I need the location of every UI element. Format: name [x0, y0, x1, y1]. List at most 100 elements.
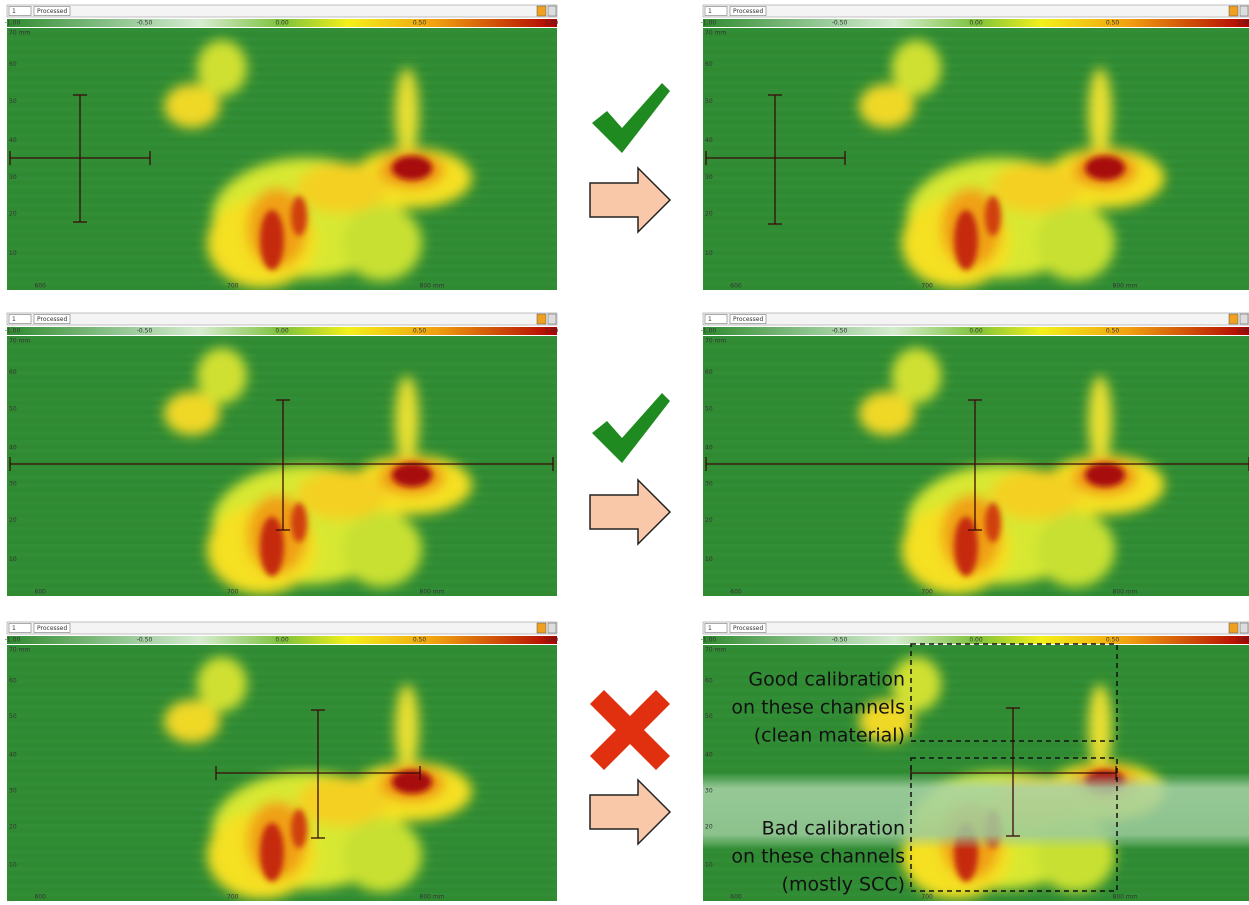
channel-select[interactable] — [704, 6, 728, 16]
stripe — [7, 62, 557, 68]
stripe — [703, 457, 1249, 462]
stripe — [703, 747, 1249, 752]
stripe — [7, 106, 557, 111]
y-tick-label: 20 — [9, 517, 17, 524]
stripe — [7, 687, 557, 692]
stripe — [703, 362, 1249, 367]
stripe — [703, 45, 1249, 50]
channel-select[interactable] — [704, 623, 728, 633]
y-tick-label: 40 — [9, 137, 17, 144]
colorbar-label: 0.00 — [969, 20, 983, 27]
stripe — [703, 730, 1249, 735]
colorbar-label: -1.00 — [5, 20, 21, 27]
mode-select[interactable] — [729, 623, 767, 633]
stripe — [7, 747, 557, 752]
stripe — [703, 679, 1249, 684]
arrow — [589, 779, 671, 845]
y-tick-label: 20 — [705, 517, 713, 524]
mode-select[interactable] — [729, 6, 767, 16]
channel-select[interactable] — [704, 314, 728, 324]
x-tick-label: 800 mm — [1113, 589, 1138, 596]
stripe — [7, 36, 557, 42]
palette-button[interactable] — [536, 313, 547, 325]
pin-button[interactable] — [547, 313, 557, 325]
stripe — [7, 97, 557, 103]
y-tick-label: 50 — [9, 713, 17, 720]
stripe — [7, 431, 557, 436]
stripe — [703, 336, 1249, 341]
pin-button[interactable] — [1239, 5, 1249, 17]
stripe — [703, 422, 1249, 427]
x-tick-label: 800 mm — [1113, 283, 1138, 290]
y-tick-label: 50 — [9, 405, 17, 412]
stripe — [703, 414, 1249, 419]
stripe — [7, 115, 557, 120]
stripe — [703, 653, 1249, 658]
stripe — [7, 71, 557, 77]
y-tick-label: 70 mm — [705, 647, 726, 654]
x-tick-label: 700 — [921, 894, 933, 901]
colorbar-label: -1.00 — [5, 637, 21, 644]
x-tick-label: 600 — [35, 283, 47, 290]
colorbar-label: 0.00 — [969, 637, 983, 644]
x-tick-label: 600 — [730, 894, 742, 901]
stripe — [703, 704, 1249, 709]
annotation: (clean material) — [754, 725, 905, 747]
pin-button[interactable] — [547, 5, 557, 17]
stripe — [703, 440, 1249, 445]
annotation: Good calibration — [748, 669, 905, 691]
stripe — [703, 405, 1249, 410]
stripe — [7, 645, 557, 650]
y-tick-label: 70 mm — [9, 30, 30, 37]
colorbar-label: -0.50 — [137, 20, 153, 27]
colorbar-label: 0.50 — [413, 328, 427, 335]
y-tick-label: 40 — [9, 752, 17, 759]
y-tick-label: 30 — [9, 174, 17, 181]
mode-select[interactable] — [729, 314, 767, 324]
stripe — [7, 405, 557, 410]
x-tick-label: 800 mm — [1113, 894, 1138, 901]
palette-button[interactable] — [1228, 5, 1239, 17]
colorbar — [703, 636, 1249, 644]
channel-select[interactable] — [8, 6, 32, 16]
cursor — [9, 399, 554, 531]
stripe — [7, 124, 557, 129]
stripe — [7, 141, 557, 146]
colorbar-label: 0.50 — [1106, 637, 1120, 644]
stripe — [703, 388, 1249, 393]
palette-button[interactable] — [536, 622, 547, 634]
pin-button[interactable] — [1239, 622, 1249, 634]
cursor — [705, 399, 1249, 531]
image-panel: 1 Processed -1.00 -0.50 0.00 0.50 1.00 70 mm 60 5… — [5, 4, 558, 290]
stripe — [703, 28, 1249, 33]
stripe — [7, 28, 557, 33]
stripe — [7, 132, 557, 138]
palette-button[interactable] — [1228, 313, 1239, 325]
y-tick-label: 50 — [705, 713, 713, 720]
y-tick-label: 60 — [9, 677, 17, 684]
stripe — [703, 124, 1249, 129]
y-tick-label: 60 — [705, 677, 713, 684]
channel-select[interactable] — [8, 314, 32, 324]
stripe — [703, 396, 1249, 401]
colorbar-label: -1.00 — [5, 328, 21, 335]
mode-select[interactable] — [33, 314, 71, 324]
pin-button[interactable] — [1239, 313, 1249, 325]
pin-button[interactable] — [547, 622, 557, 634]
y-tick-label: 20 — [9, 211, 17, 218]
colorbar-label: 0.50 — [413, 20, 427, 27]
y-tick-label: 10 — [705, 250, 713, 257]
colorbar-label: -1.00 — [701, 20, 717, 27]
palette-button[interactable] — [536, 5, 547, 17]
mode-select[interactable] — [33, 6, 71, 16]
colorbar-label: 0.50 — [413, 637, 427, 644]
arrow — [589, 479, 671, 545]
palette-button[interactable] — [1228, 622, 1239, 634]
colorbar-label: 1.00 — [545, 328, 559, 335]
channel-select[interactable] — [8, 623, 32, 633]
check-mark — [592, 83, 670, 153]
mode-select[interactable] — [33, 623, 71, 633]
colorbar-label: -0.50 — [832, 20, 848, 27]
stripe — [7, 388, 557, 393]
channel-label: 1 — [12, 8, 16, 15]
